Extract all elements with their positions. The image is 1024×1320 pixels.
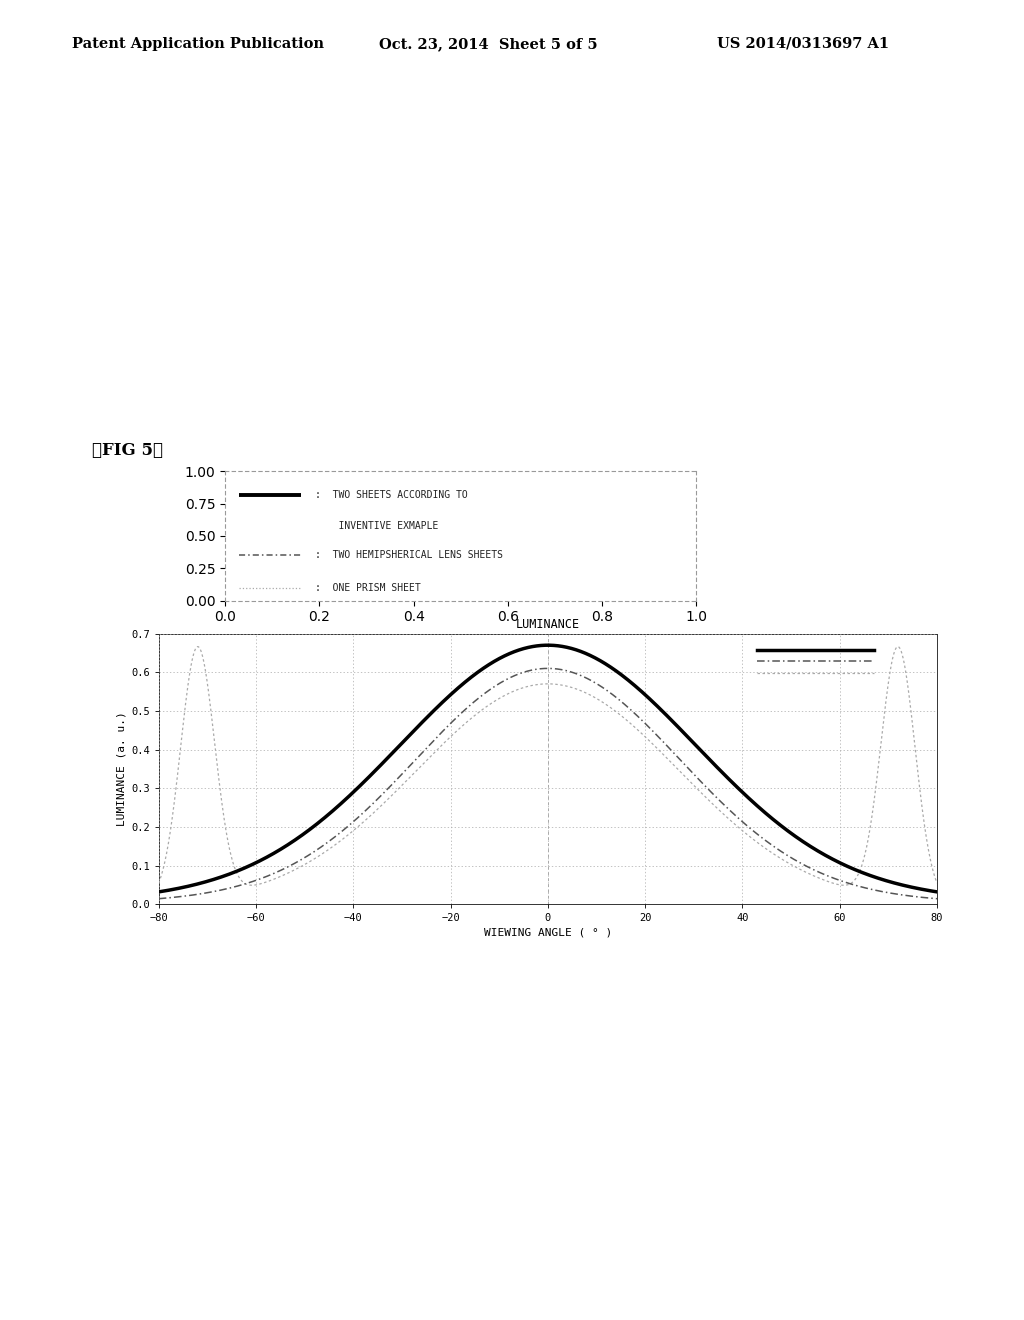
Text: Oct. 23, 2014  Sheet 5 of 5: Oct. 23, 2014 Sheet 5 of 5 (379, 37, 598, 51)
Text: :  ONE PRISM SHEET: : ONE PRISM SHEET (314, 582, 421, 593)
Text: INVENTIVE EXMAPLE: INVENTIVE EXMAPLE (314, 520, 438, 531)
Text: US 2014/0313697 A1: US 2014/0313697 A1 (717, 37, 889, 51)
Text: :  TWO SHEETS ACCORDING TO: : TWO SHEETS ACCORDING TO (314, 490, 468, 499)
Title: LUMINANCE: LUMINANCE (516, 618, 580, 631)
Text: Patent Application Publication: Patent Application Publication (72, 37, 324, 51)
Text: 【FIG 5】: 【FIG 5】 (92, 442, 163, 459)
Y-axis label: LUMINANCE (a. u.): LUMINANCE (a. u.) (117, 711, 127, 826)
Text: :  TWO HEMIPSHERICAL LENS SHEETS: : TWO HEMIPSHERICAL LENS SHEETS (314, 550, 503, 560)
X-axis label: WIEWING ANGLE ( ° ): WIEWING ANGLE ( ° ) (483, 928, 612, 937)
